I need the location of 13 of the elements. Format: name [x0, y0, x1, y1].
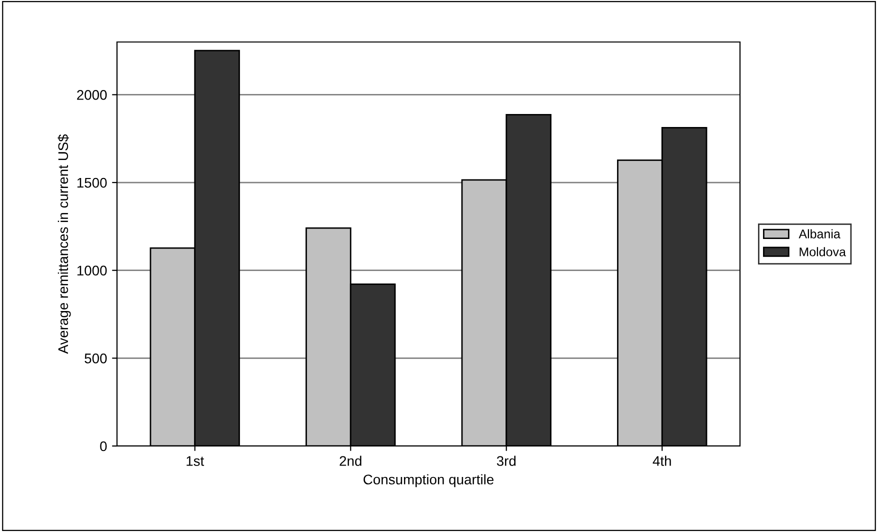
y-tick-label: 0 [100, 441, 107, 452]
x-tick-label: 3rd [496, 456, 516, 466]
x-tick-label: 4th [652, 456, 671, 466]
legend-label: Albania [798, 229, 840, 238]
x-tick-label: 1st [186, 456, 204, 466]
legend-label: Moldova [800, 247, 846, 256]
y-tick-label: 1000 [77, 266, 107, 276]
y-tick-label: 1500 [77, 178, 107, 188]
x-axis-title: Consumption quartile [364, 474, 494, 488]
y-tick-label: 2000 [77, 90, 107, 100]
y-tick-label: 500 [84, 354, 107, 364]
y-axis-title: Average remittances in current US$ [58, 134, 71, 354]
x-tick-label: 2nd [340, 456, 362, 466]
